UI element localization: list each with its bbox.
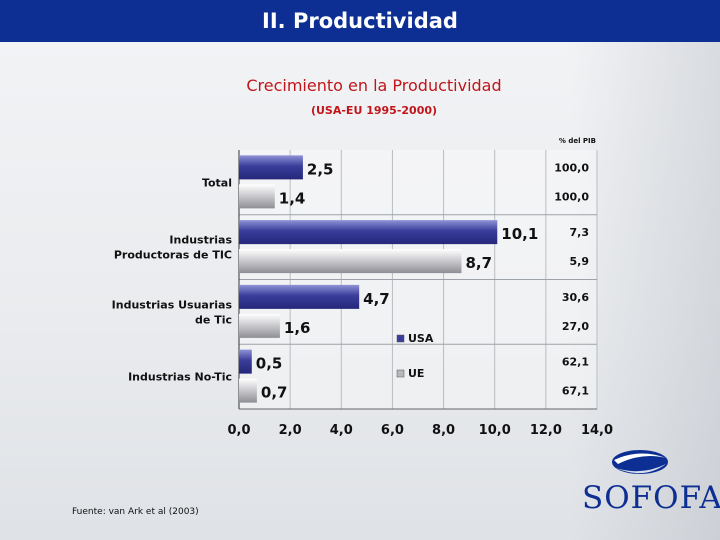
pib-share-value: 100,0 [554,161,589,174]
pib-share-value: 7,3 [570,226,590,239]
sofofa-logo-icon [612,450,668,474]
data-label: 2,5 [307,160,334,178]
x-tick-label: 8,0 [432,423,455,438]
category-label: Industrias Usuarias [112,298,233,311]
data-label: 0,7 [261,384,288,402]
category-label: de Tic [195,313,232,326]
x-tick-label: 2,0 [279,423,302,438]
legend-swatch-ue [396,369,405,378]
bar-usa [239,220,498,245]
category-label: Industrias [169,234,232,247]
x-tick-label: 10,0 [479,423,511,438]
bar-usa [239,284,360,309]
x-tick-label: 6,0 [381,423,404,438]
data-label: 10,1 [501,225,538,243]
slide-header: II. Productividad [0,0,720,42]
legend-swatch-usa [396,334,405,343]
slide-title: II. Productividad [262,9,458,33]
data-label: 1,6 [284,319,311,337]
x-tick-label: 4,0 [330,423,353,438]
bar-usa [239,349,252,374]
pib-share-value: 100,0 [554,190,589,203]
x-tick-label: 12,0 [530,423,562,438]
data-label: 4,7 [363,290,390,308]
logo-wordmark: SOFOFA [582,480,720,516]
bar-ue [239,184,275,209]
bar-ue [239,313,280,338]
category-label: Total [202,176,232,189]
category-label: Productoras de TIC [114,249,232,262]
source-note: Fuente: van Ark et al (2003) [72,507,199,517]
chart-subtitle: (USA-EU 1995-2000) [310,104,438,117]
pib-column-header: % del PIB [559,137,596,145]
legend-label: USA [408,332,434,345]
data-label: 1,4 [279,189,306,207]
bar-ue [239,249,462,274]
category-label: Industrias No-Tic [128,371,232,384]
pib-share-value: 30,6 [562,291,589,304]
bar-usa [239,155,303,180]
data-label: 0,5 [256,355,283,373]
pib-share-value: 5,9 [570,255,590,268]
legend-label: UE [408,367,424,380]
x-tick-label: 0,0 [227,423,250,438]
data-label: 8,7 [465,254,492,272]
x-tick-label: 14,0 [581,423,613,438]
pib-share-value: 62,1 [562,356,589,369]
pib-share-value: 67,1 [562,385,589,398]
pib-share-value: 27,0 [562,320,589,333]
chart-title: Crecimiento en la Productividad [246,76,502,95]
bar-ue [239,378,257,403]
